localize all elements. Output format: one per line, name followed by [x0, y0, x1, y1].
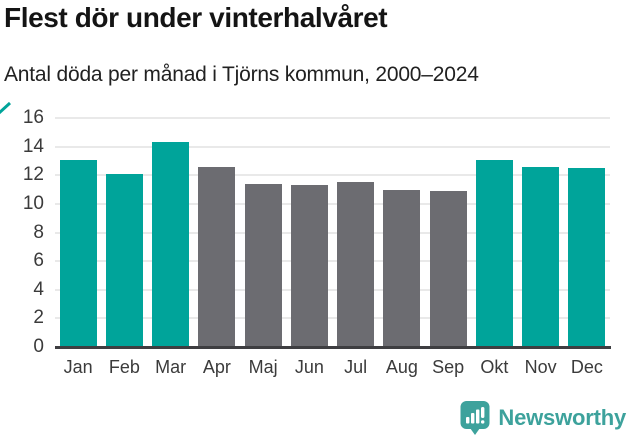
gridline-2	[55, 317, 610, 320]
y-tick-4: 4	[33, 278, 44, 300]
y-tick-8: 8	[33, 221, 44, 243]
x-tick-okt: Okt	[480, 357, 509, 377]
x-tick-aug: Aug	[385, 357, 418, 377]
x-tick-sep: Sep	[432, 357, 465, 377]
x-tick-jul: Jul	[344, 357, 368, 377]
x-axis-line	[55, 346, 611, 349]
x-tick-dec: Dec	[570, 357, 603, 377]
teal-accent-mark	[0, 101, 12, 115]
y-tick-10: 10	[22, 192, 44, 214]
gridline-10	[55, 202, 610, 205]
chart-title: Flest dör under vinterhalvåret	[4, 2, 388, 33]
bar-apr	[198, 166, 236, 347]
y-tick-2: 2	[33, 307, 44, 329]
gridline-4	[55, 288, 610, 291]
bar-mar	[152, 142, 190, 347]
plot-area	[55, 117, 610, 347]
y-tick-0: 0	[33, 336, 44, 357]
y-tick-6: 6	[33, 250, 44, 272]
gridline-16	[55, 117, 610, 119]
gridline-14	[55, 145, 610, 148]
bar-maj	[244, 183, 282, 347]
x-tick-jun: Jun	[294, 357, 324, 377]
bar-jan	[59, 159, 97, 347]
chart-subtitle: Antal döda per månad i Tjörns kommun, 20…	[4, 63, 479, 86]
y-tick-16: 16	[22, 107, 44, 128]
bar-nov	[522, 166, 560, 347]
bar-jun	[290, 185, 328, 347]
bar-feb	[105, 173, 143, 347]
bar-dec	[568, 168, 606, 347]
brand-footer: Newsworthy	[460, 400, 626, 436]
bar-sep	[429, 191, 467, 347]
x-tick-apr: Apr	[202, 357, 231, 377]
newsworthy-logo-icon	[460, 401, 490, 435]
brand-name: Newsworthy	[498, 405, 626, 430]
bar-okt	[475, 159, 513, 347]
bar-aug	[383, 189, 421, 347]
bar-jul	[337, 182, 375, 347]
x-tick-nov: Nov	[524, 357, 557, 377]
x-tick-feb: Feb	[108, 357, 140, 377]
x-tick-jan: Jan	[63, 357, 93, 377]
gridline-12	[55, 174, 610, 177]
gridline-6	[55, 260, 610, 263]
gridline-8	[55, 231, 610, 234]
x-tick-mar: Mar	[155, 357, 187, 377]
y-tick-12: 12	[22, 164, 44, 186]
y-tick-14: 14	[22, 135, 44, 157]
x-tick-maj: Maj	[248, 357, 278, 377]
